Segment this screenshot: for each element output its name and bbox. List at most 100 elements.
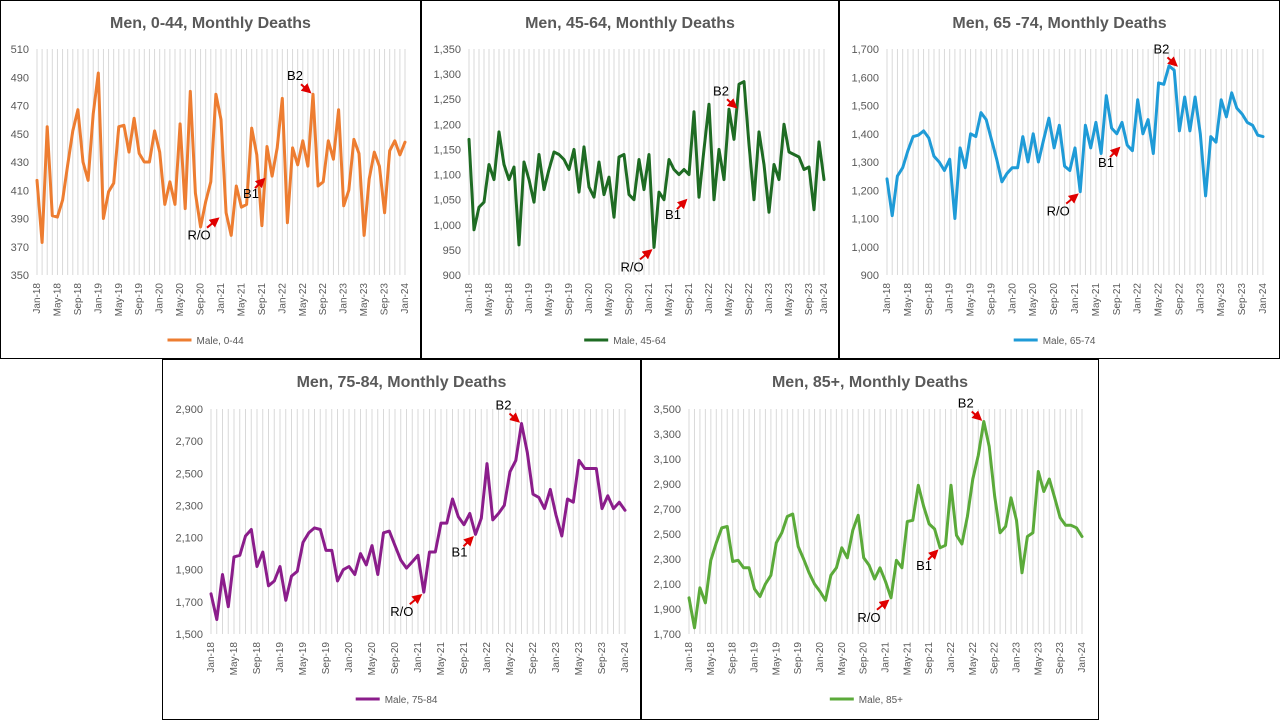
- x-tick-label: May-19: [771, 642, 782, 676]
- x-tick-label: Jan-18: [464, 283, 475, 314]
- x-tick-label: May-23: [359, 283, 370, 317]
- x-tick-label: May-23: [784, 283, 795, 317]
- x-tick-label: Sep-21: [924, 642, 935, 675]
- x-tick-label: May-23: [1216, 283, 1227, 317]
- y-tick-label: 430: [11, 157, 29, 169]
- y-tick-label: 2,500: [175, 468, 203, 480]
- chart-panel-men-85-plus: Men, 85+, Monthly Deaths 1,700 1,900 2,100 2…: [641, 359, 1099, 720]
- y-tick-label: 3,100: [653, 454, 681, 466]
- y-tick-label: 1,000: [433, 220, 461, 232]
- x-tick-label: Jan-20: [155, 283, 166, 314]
- x-tick-label: Jan-23: [764, 283, 775, 314]
- chart-panel-men-65-74: Men, 65 -74, Monthly Deaths 900 1,000 1,100…: [839, 0, 1280, 359]
- legend-label: Male, 75-84: [385, 695, 438, 706]
- x-tick-label: May-20: [175, 283, 186, 317]
- x-tick-label: May-22: [505, 642, 516, 676]
- x-tick-label: Sep-20: [390, 642, 401, 675]
- y-tick-label: 1,500: [175, 629, 203, 641]
- y-tick-label: 1,700: [653, 629, 681, 641]
- annotation-label: B1: [452, 544, 468, 559]
- x-tick-label: Jan-22: [482, 642, 493, 673]
- x-tick-label: May-21: [236, 283, 247, 317]
- annotation-label: B2: [496, 397, 512, 412]
- x-tick-label: Sep-20: [624, 283, 635, 316]
- y-tick-label: 2,100: [653, 579, 681, 591]
- y-tick-label: 2,100: [175, 533, 203, 545]
- legend-label: Male, 85+: [859, 695, 903, 706]
- x-tick-label: Jan-18: [32, 283, 43, 314]
- series-line: [209, 422, 627, 621]
- legend: Male, 45-64: [584, 336, 666, 347]
- x-tick-label: May-23: [574, 642, 585, 676]
- x-tick-label: Sep-23: [597, 642, 608, 675]
- x-tick-label: Jan-19: [945, 283, 956, 314]
- y-tick-label: 1,250: [433, 94, 461, 106]
- gridlines: [210, 409, 626, 634]
- y-tick-label: 370: [11, 242, 29, 254]
- annotation-arrow: [927, 549, 939, 561]
- x-tick-label: Jan-23: [339, 283, 350, 314]
- x-tick-label: Sep-18: [252, 642, 263, 675]
- series-line: [35, 71, 407, 244]
- annotation-label: R/O: [1047, 204, 1070, 219]
- x-tick-label: Jan-23: [1012, 642, 1023, 673]
- chart-panel-men-0-44: Men, 0-44, Monthly Deaths 350 370 390 410 430…: [0, 0, 421, 359]
- x-tick-label: Sep-22: [744, 283, 755, 316]
- x-tick-label: Jan-19: [750, 642, 761, 673]
- x-tick-label: May-20: [367, 642, 378, 676]
- series-line: [467, 80, 826, 249]
- x-tick-label: May-22: [724, 283, 735, 317]
- y-tick-label: 3,300: [653, 429, 681, 441]
- y-tick-label: 390: [11, 214, 29, 226]
- y-tick-label: 2,900: [653, 479, 681, 491]
- x-tick-label: Sep-19: [986, 283, 997, 316]
- annotation-arrow: [639, 249, 653, 261]
- x-tick-label: Jan-22: [1133, 283, 1144, 314]
- y-tick-label: 2,300: [175, 500, 203, 512]
- x-tick-label: May-19: [298, 642, 309, 676]
- x-tick-label: Jan-18: [206, 642, 217, 673]
- annotation-arrow: [462, 535, 474, 548]
- x-tick-label: Sep-21: [1112, 283, 1123, 316]
- x-tick-label: May-21: [436, 642, 447, 676]
- y-tick-label: 1,100: [851, 214, 879, 226]
- y-tick-label: 1,700: [851, 44, 879, 56]
- y-tick-label: 1,500: [851, 101, 879, 113]
- legend-label: Male, 65-74: [1043, 336, 1096, 347]
- x-tick-label: May-19: [544, 283, 555, 317]
- chart-title: Men, 65 -74, Monthly Deaths: [952, 15, 1166, 32]
- gridlines: [886, 49, 1264, 275]
- legend-label: Male, 45-64: [613, 336, 666, 347]
- x-tick-label: May-21: [902, 642, 913, 676]
- gridlines: [36, 49, 406, 275]
- x-tick-label: May-21: [1091, 283, 1102, 317]
- annotation-label: B1: [916, 558, 932, 573]
- x-tick-label: Sep-20: [1049, 283, 1060, 316]
- legend: Male, 0-44: [167, 336, 245, 347]
- x-tick-label: Sep-21: [459, 642, 470, 675]
- annotation-arrow: [206, 217, 220, 229]
- y-tick-label: 1,700: [175, 597, 203, 609]
- chart-title: Men, 45-64, Monthly Deaths: [525, 15, 735, 32]
- x-tick-label: Sep-23: [804, 283, 815, 316]
- x-tick-label: Jan-19: [524, 283, 535, 314]
- x-tick-label: May-18: [903, 283, 914, 317]
- chart-svg: Men, 75-84, Monthly Deaths 1,500 1,700 1,90…: [175, 374, 631, 706]
- x-tick-label: Sep-21: [257, 283, 268, 316]
- x-tick-label: Jan-21: [216, 283, 227, 314]
- annotation-label: R/O: [390, 604, 413, 619]
- y-tick-label: 1,900: [175, 565, 203, 577]
- y-tick-label: 1,600: [851, 72, 879, 84]
- x-tick-label: Sep-18: [504, 283, 515, 316]
- y-tick-label: 1,000: [851, 242, 879, 254]
- x-tick-label: Sep-23: [1237, 283, 1248, 316]
- x-tick-label: May-23: [1033, 642, 1044, 676]
- legend-label: Male, 0-44: [197, 336, 245, 347]
- x-tick-label: Jan-20: [344, 642, 355, 673]
- chart-svg: Men, 45-64, Monthly Deaths 900 950 1,000 1,0…: [433, 15, 830, 347]
- x-tick-label: Jan-23: [1195, 283, 1206, 314]
- chart-title: Men, 85+, Monthly Deaths: [772, 374, 968, 391]
- series-line: [687, 420, 1084, 630]
- y-tick-label: 1,100: [433, 170, 461, 182]
- annotation-label: R/O: [187, 228, 210, 243]
